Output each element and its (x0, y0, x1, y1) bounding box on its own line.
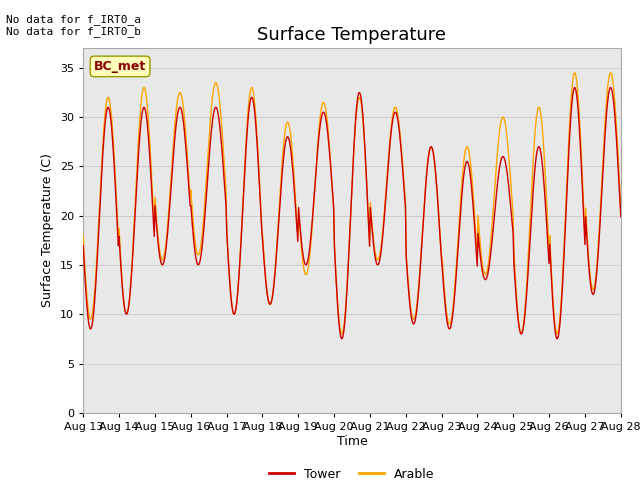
Text: No data for f_IRT0_a: No data for f_IRT0_a (6, 13, 141, 24)
Legend: Tower, Arable: Tower, Arable (264, 463, 440, 480)
Title: Surface Temperature: Surface Temperature (257, 25, 447, 44)
Text: BC_met: BC_met (94, 60, 146, 73)
Text: No data for f_IRT0_b: No data for f_IRT0_b (6, 26, 141, 37)
X-axis label: Time: Time (337, 434, 367, 448)
Y-axis label: Surface Temperature (C): Surface Temperature (C) (42, 154, 54, 307)
